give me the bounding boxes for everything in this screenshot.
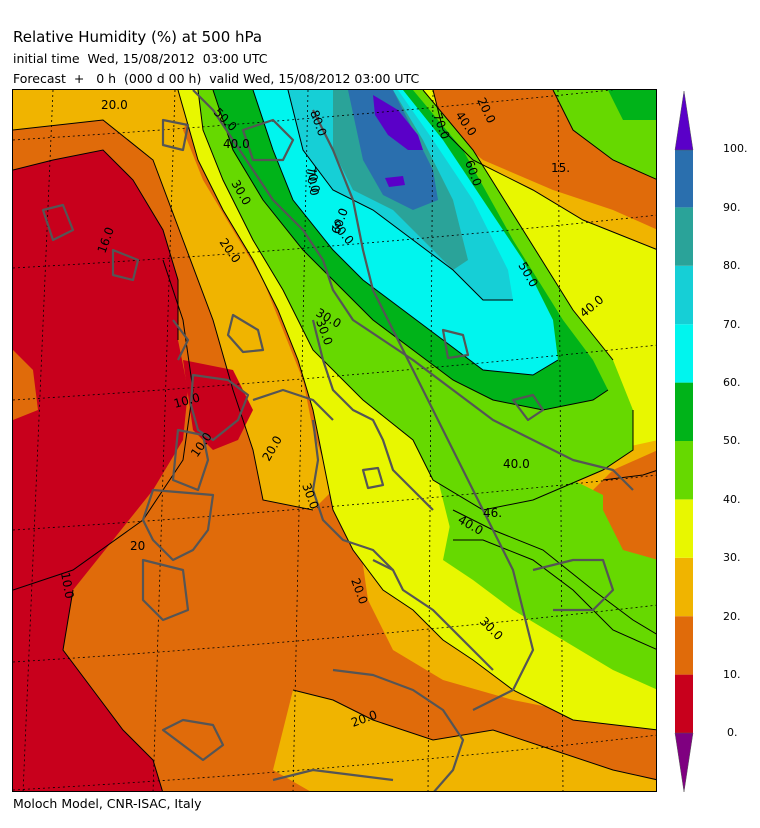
colorbar-label: 80. [723,259,741,272]
coastlines [41,90,634,791]
colorbar-swatch [675,382,693,441]
band-90-100 [348,90,438,210]
contour-label: 70.0 [304,165,322,194]
contour-label: 40.0 [503,457,530,471]
contour-label: 20.0 [101,98,128,112]
contour-label: 46. [483,506,502,520]
initial-time-text: initial time Wed, 15/08/2012 03:00 UTC [13,51,268,66]
colorbar-swatch [675,674,693,733]
contour-label: 70.0 [303,168,321,197]
colorbar-swatch [675,499,693,558]
band-20-30-north [13,90,333,510]
contour-label: 40.0 [223,137,250,151]
band-10-20-patch2 [603,470,656,560]
colorbar-swatch [675,324,693,383]
colorbar-swatch [675,207,693,266]
band-0-10-core [183,360,253,450]
contour-label: 15. [551,161,570,175]
colorbar-swatch [675,265,693,325]
band-100 [373,95,423,150]
colorbar-label: 100. [723,142,748,155]
contour-label: 10.0 [58,571,76,600]
colorbar-label: 50. [723,434,741,447]
model-credit: Moloch Model, CNR-ISAC, Italy [13,796,202,811]
contour-label: 20 [130,539,145,553]
contours [13,90,656,791]
colorbar-label: 90. [723,201,741,214]
colorbar-top-arrow [674,90,694,151]
colorbar-label: 30. [723,551,741,564]
colorbar-label: 20. [723,610,741,623]
colorbar-bottom-arrow [674,732,694,793]
contour-label: 10.0 [172,390,201,410]
colorbar-swatch [675,616,693,675]
colorbar-label: 10. [723,668,741,681]
map-title: Relative Humidity (%) at 500 hPa [13,28,263,46]
colorbar-label: 40. [723,493,741,506]
colorbar-label: 60. [723,376,741,389]
colorbar-swatch [675,441,693,500]
colorbar-label: 70. [723,318,741,331]
band-0-10 [13,150,188,791]
humidity-map: 20.0 50.0 40.0 30.0 80.0 70.0 90.0 40.0 … [12,89,657,792]
band-20-30-south [273,690,656,791]
colorbar-label: 0. [727,726,738,739]
colorbar-swatch [675,149,693,208]
forecast-valid-text: Forecast + 0 h (000 d 00 h) valid Wed, 1… [13,71,420,86]
band-10-20-patch [13,350,38,420]
graticule [13,90,656,791]
colorbar-swatch [675,557,693,617]
band-100-dot [385,176,405,187]
band-50-60-ne [608,90,656,120]
band-40-50-tail [443,510,656,690]
